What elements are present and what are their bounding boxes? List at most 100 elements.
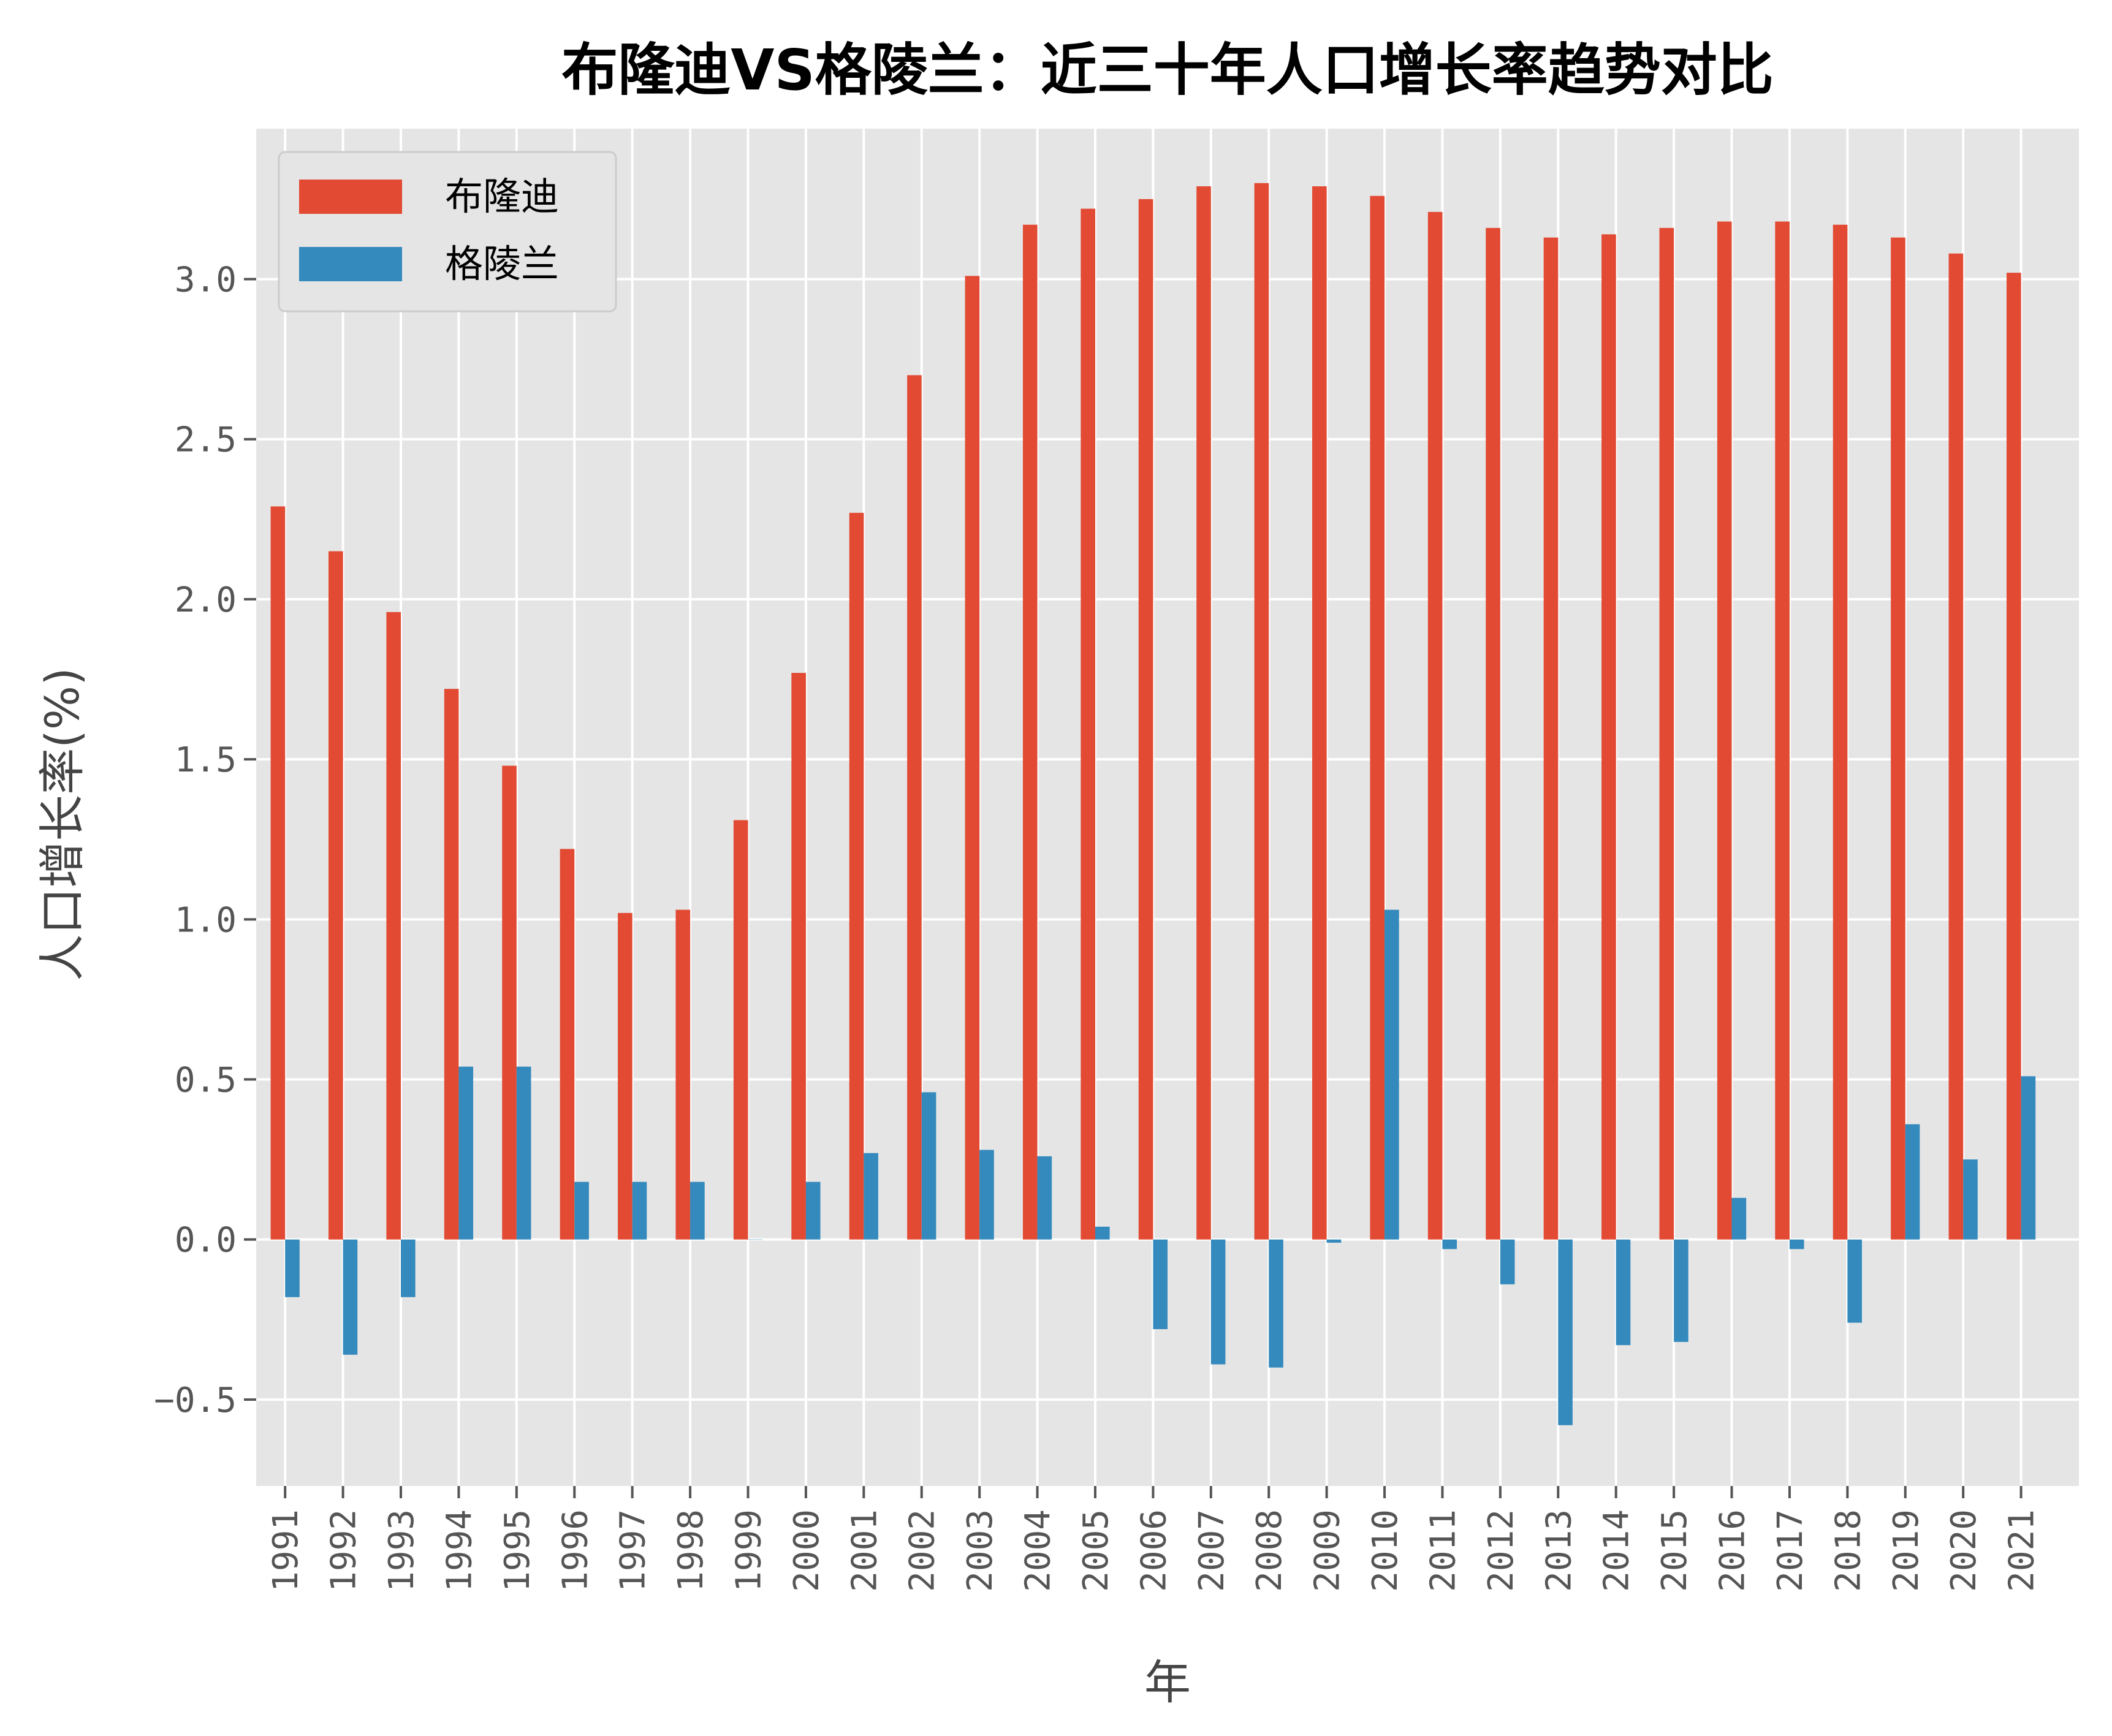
bar-greenland-2003 [979,1150,994,1240]
x-tick-label: 2015 [1655,1509,1695,1592]
bar-greenland-1991 [285,1239,300,1297]
bar-burundi-1999 [733,820,748,1240]
bar-burundi-2013 [1543,237,1559,1240]
x-tick-label: 2017 [1771,1509,1810,1592]
bars [270,183,2036,1425]
x-tick-label: 2006 [1134,1509,1174,1592]
y-tick-label: 1.5 [175,740,237,780]
bar-burundi-2019 [1891,237,1905,1240]
x-tick-label: 2004 [1019,1509,1058,1592]
y-tick-label: 3.0 [175,260,237,300]
bar-burundi-2002 [907,375,922,1240]
x-tick-label: 2000 [787,1509,827,1592]
bar-burundi-2000 [791,673,806,1240]
x-tick-label: 2021 [2002,1509,2042,1592]
x-tick-label: 2008 [1250,1509,1290,1592]
bar-greenland-2015 [1674,1239,1688,1342]
bar-greenland-2011 [1442,1239,1457,1249]
bar-greenland-1993 [401,1239,416,1297]
x-tick-label: 2003 [960,1509,1000,1592]
x-tick-label: 2011 [1423,1509,1463,1592]
legend-swatch-greenland [299,247,402,281]
y-tick-label: 2.0 [175,580,237,620]
x-tick-label: 1996 [555,1509,595,1592]
x-axis-label: 年 [1144,1655,1191,1710]
bar-burundi-1995 [502,765,517,1240]
y-tick-label: 1.0 [175,900,237,940]
chart-title: 布隆迪VS格陵兰：近三十年人口增长率趋势对比 [561,37,1773,103]
bar-burundi-1991 [270,506,286,1240]
bar-burundi-2015 [1659,227,1674,1240]
bar-burundi-2010 [1370,195,1385,1240]
bar-greenland-1994 [458,1066,474,1240]
x-tick-label: 2018 [1828,1509,1868,1592]
x-tick-label: 2005 [1076,1509,1116,1592]
x-tick-label: 1993 [382,1509,422,1592]
x-tick-label: 1999 [729,1509,769,1592]
bar-greenland-2005 [1095,1226,1110,1240]
bar-greenland-2001 [864,1153,878,1240]
bar-burundi-2004 [1022,224,1038,1240]
legend-swatch-burundi [299,180,402,214]
bar-greenland-2000 [805,1181,821,1240]
bar-burundi-1996 [560,849,575,1240]
bar-greenland-2016 [1731,1197,1747,1240]
bar-greenland-1996 [574,1181,589,1240]
bar-burundi-2005 [1081,208,1095,1240]
bar-burundi-2014 [1601,234,1616,1240]
x-tick-label: 2014 [1597,1509,1637,1592]
bar-burundi-2020 [1948,253,1964,1240]
bar-greenland-2004 [1037,1156,1052,1240]
bar-burundi-2006 [1138,199,1153,1240]
bar-burundi-2016 [1717,221,1732,1240]
y-axis-ticks: −0.5 0.0 0.5 1.0 1.5 2.0 2.5 3.0 [154,260,256,1420]
bar-greenland-2006 [1153,1239,1168,1330]
bar-burundi-1998 [675,909,691,1240]
bar-burundi-1994 [444,689,459,1240]
bar-greenland-2018 [1847,1239,1862,1323]
bar-greenland-2013 [1558,1239,1573,1425]
x-tick-label: 2016 [1713,1509,1753,1592]
bar-greenland-2017 [1789,1239,1804,1249]
legend-label-greenland: 格陵兰 [445,241,559,286]
x-tick-label: 1997 [613,1509,653,1592]
bar-greenland-2008 [1269,1239,1283,1368]
x-tick-label: 2010 [1366,1509,1405,1592]
x-tick-label: 2013 [1539,1509,1579,1592]
bar-greenland-1998 [690,1181,705,1240]
bar-burundi-2007 [1196,186,1211,1240]
x-tick-label: 1994 [439,1509,479,1592]
bar-greenland-2014 [1616,1239,1631,1346]
bar-burundi-2009 [1312,186,1327,1240]
legend: 布隆迪 格陵兰 [278,151,617,313]
bar-burundi-2021 [2006,273,2021,1240]
bar-burundi-1993 [386,612,401,1240]
bar-burundi-2018 [1833,224,1848,1240]
x-tick-label: 2020 [1944,1509,1984,1592]
bar-burundi-2011 [1427,211,1443,1240]
x-tick-label: 2001 [845,1509,884,1592]
bar-greenland-2019 [1905,1124,1920,1240]
bar-greenland-2012 [1500,1239,1515,1284]
legend-label-burundi: 布隆迪 [445,174,559,219]
x-tick-label: 2012 [1481,1509,1521,1592]
bar-greenland-1992 [343,1239,358,1355]
bar-greenland-2020 [1963,1159,1978,1240]
y-tick-label: 0.0 [175,1221,237,1260]
bar-burundi-2003 [965,276,980,1240]
bar-burundi-2017 [1775,221,1790,1240]
bar-burundi-2012 [1486,227,1500,1240]
bar-greenland-2002 [921,1092,936,1240]
bar-greenland-1997 [632,1181,647,1240]
bar-greenland-1995 [516,1066,531,1240]
bar-greenland-2021 [2021,1076,2036,1240]
y-axis-label: 人口增长率(%) [35,667,89,981]
bar-burundi-2001 [849,512,864,1240]
y-tick-label: 2.5 [175,420,237,460]
x-axis-ticks: 1991 1992 1993 1994 1995 1996 1997 1998 1999 2000… [266,1486,2042,1592]
y-tick-label: −0.5 [154,1381,237,1420]
x-tick-label: 1991 [266,1509,306,1592]
bar-greenland-2009 [1326,1239,1342,1243]
